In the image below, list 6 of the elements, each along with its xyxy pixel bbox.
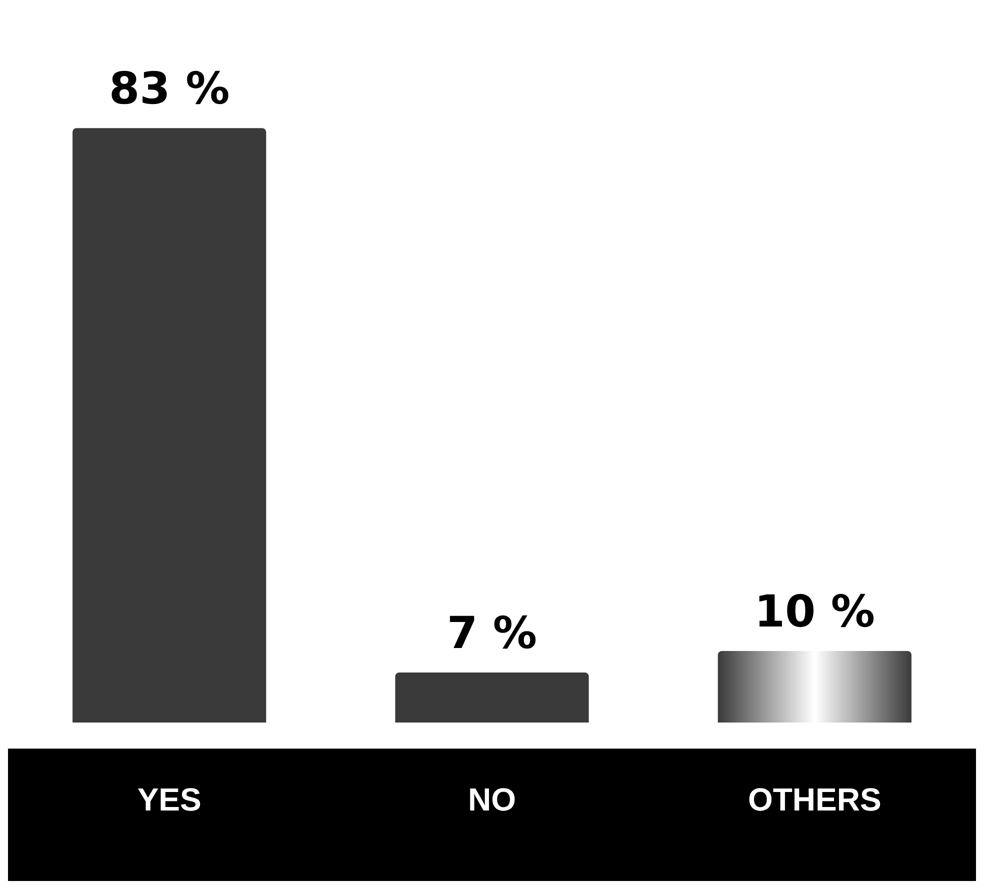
x-tick-label: YES	[137, 782, 202, 818]
x-tick-label: NO	[468, 782, 516, 818]
x-tick-label: OTHERS	[748, 782, 882, 818]
data-label: 83 %	[109, 64, 230, 115]
data-label: 10 %	[754, 586, 875, 638]
data-label: 7 %	[446, 608, 538, 659]
